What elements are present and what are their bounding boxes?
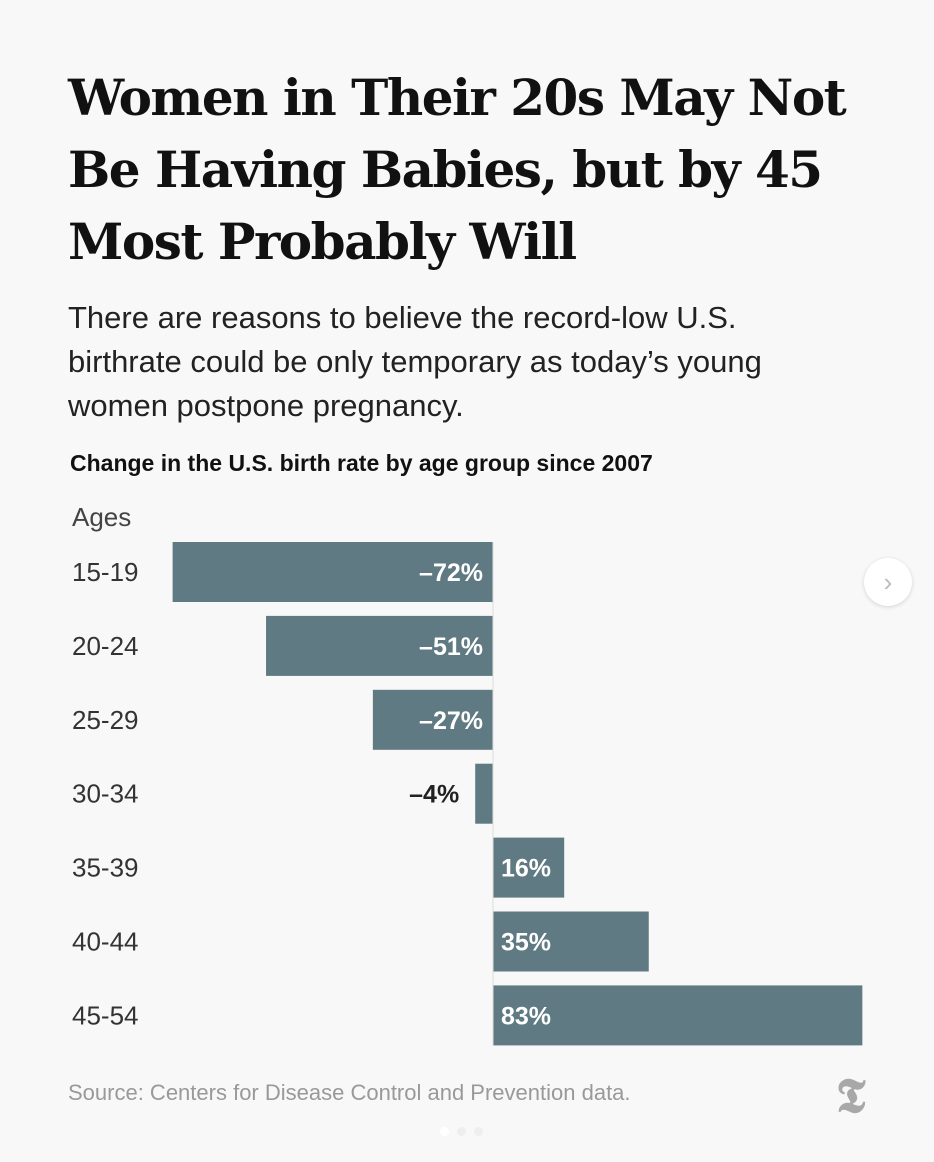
category-label: 40-44 (72, 927, 139, 957)
data-label: –51% (419, 633, 483, 661)
bar (172, 542, 493, 602)
bar (493, 911, 649, 972)
data-label: 35% (501, 929, 551, 957)
data-label: 83% (501, 1002, 551, 1030)
chart-headline: Women in Their 20s May Not Be Having Bab… (68, 68, 847, 271)
carousel-dot-active[interactable] (440, 1127, 449, 1136)
chart-title: Change in the U.S. birth rate by age gro… (70, 450, 653, 476)
bar (266, 615, 493, 676)
data-label: 16% (501, 855, 551, 883)
category-label: 35-39 (72, 853, 139, 883)
carousel-dots (440, 1127, 483, 1136)
category-label: 15-19 (72, 557, 139, 587)
carousel-dot[interactable] (474, 1127, 483, 1136)
bar (475, 763, 493, 824)
chart-subtitle: There are reasons to believe the record-… (68, 300, 762, 423)
chevron-right-icon: › (883, 566, 893, 597)
bar (493, 837, 565, 898)
carousel-dot[interactable] (457, 1127, 466, 1136)
category-label: 45-54 (72, 1000, 139, 1030)
data-label: –4% (409, 781, 459, 809)
source-note: Source: Centers for Disease Control and … (68, 1080, 631, 1105)
category-label: 25-29 (72, 705, 139, 735)
y-axis-label: Ages (72, 502, 132, 532)
data-label: –72% (419, 559, 483, 587)
nyt-logo-icon: 𝕿 (836, 1068, 866, 1124)
data-label: –27% (419, 707, 483, 735)
bar (493, 985, 863, 1046)
category-label: 30-34 (72, 779, 139, 809)
category-label: 20-24 (72, 631, 139, 661)
next-slide-button[interactable]: › (864, 558, 912, 606)
bar (372, 689, 493, 750)
